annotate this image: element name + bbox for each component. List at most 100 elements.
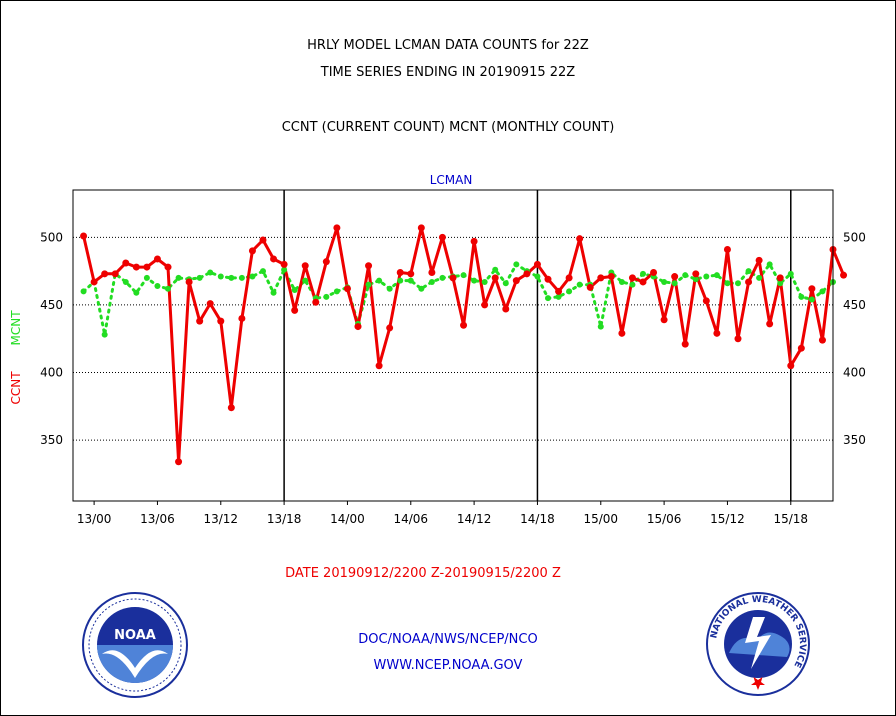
mcnt-point xyxy=(756,274,763,281)
ccnt-point xyxy=(766,320,774,328)
ccnt-point xyxy=(375,362,383,370)
mcnt-point xyxy=(492,266,499,273)
ccnt-point xyxy=(407,270,415,278)
y-tick-label-right-350: 350 xyxy=(843,433,866,447)
date-range-label: DATE 20190912/2200 Z-20190915/2200 Z xyxy=(285,566,561,581)
ccnt-point xyxy=(333,224,341,232)
mcnt-point xyxy=(597,323,604,330)
mcnt-point xyxy=(629,281,636,288)
ccnt-point xyxy=(481,301,489,309)
mcnt-point xyxy=(291,287,298,294)
ccnt-point xyxy=(217,317,225,325)
ccnt-point xyxy=(101,270,109,278)
ccnt-point xyxy=(533,260,541,268)
ccnt-point xyxy=(291,306,299,314)
ccnt-point xyxy=(787,362,795,370)
ccnt-point xyxy=(840,271,848,279)
mcnt-point xyxy=(713,272,720,279)
mcnt-point xyxy=(376,277,383,284)
ccnt-point xyxy=(122,259,130,267)
mcnt-point xyxy=(682,272,689,279)
mcnt-point xyxy=(618,278,625,285)
ccnt-point xyxy=(248,247,256,255)
mcnt-point xyxy=(302,277,309,284)
x-tick-label-14/12: 14/12 xyxy=(457,512,492,526)
ccnt-point xyxy=(723,245,731,253)
mcnt-point xyxy=(513,261,520,268)
mcnt-point xyxy=(323,293,330,300)
mcnt-point xyxy=(576,281,583,288)
x-tick-label-15/12: 15/12 xyxy=(710,512,745,526)
ccnt-point xyxy=(607,273,615,281)
x-tick-label-15/18: 15/18 xyxy=(773,512,808,526)
ccnt-point xyxy=(776,274,784,282)
x-tick-label-13/12: 13/12 xyxy=(203,512,238,526)
mcnt-point xyxy=(471,277,478,284)
mcnt-point xyxy=(207,269,214,276)
ccnt-point xyxy=(818,336,826,344)
ccnt-point xyxy=(343,285,351,293)
ccnt-point xyxy=(586,283,594,291)
ccnt-point xyxy=(576,235,584,243)
series-line-ccnt xyxy=(82,226,845,464)
mcnt-point xyxy=(777,280,784,287)
y-tick-label-left-350: 350 xyxy=(40,433,63,447)
ccnt-point xyxy=(206,300,214,308)
ccnt-point xyxy=(523,270,531,278)
ccnt-point xyxy=(143,263,151,271)
ccnt-point xyxy=(628,274,636,282)
ccnt-point xyxy=(650,268,658,276)
mcnt-point xyxy=(703,273,710,280)
y-tick-label-left-450: 450 xyxy=(40,298,63,312)
ccnt-point xyxy=(597,274,605,282)
mcnt-point xyxy=(481,278,488,285)
mcnt-point xyxy=(270,289,277,296)
ccnt-point xyxy=(354,323,362,331)
x-tick-label-13/00: 13/00 xyxy=(77,512,112,526)
ccnt-point xyxy=(755,256,763,264)
ccnt-point xyxy=(681,340,689,348)
mcnt-point xyxy=(397,277,404,284)
mcnt-point xyxy=(165,285,171,292)
mcnt-point xyxy=(143,274,150,281)
mcnt-point xyxy=(418,285,425,292)
website-link[interactable]: WWW.NCEP.NOAA.GOV xyxy=(373,658,523,673)
noaa-logo: NOAA xyxy=(82,592,188,698)
mcnt-point xyxy=(460,272,467,279)
mcnt-point xyxy=(692,276,699,283)
ccnt-point xyxy=(396,268,404,276)
ccnt-point xyxy=(544,275,552,283)
mcnt-point xyxy=(555,293,562,300)
x-tick-label-13/06: 13/06 xyxy=(140,512,175,526)
ccnt-point xyxy=(164,263,172,271)
mcnt-point xyxy=(671,280,678,287)
ccnt-point xyxy=(808,285,816,293)
mcnt-point xyxy=(640,270,646,277)
y-axis-label-ccnt: CCNT xyxy=(9,371,23,405)
ccnt-point xyxy=(280,260,288,268)
mcnt-point xyxy=(745,268,752,275)
ccnt-point xyxy=(502,305,510,313)
mcnt-point xyxy=(217,273,224,280)
nws-logo: NATIONAL WEATHER SERVICE xyxy=(706,592,810,696)
ccnt-point xyxy=(386,324,394,332)
mcnt-point xyxy=(238,274,245,281)
ccnt-point xyxy=(111,270,119,278)
ccnt-point xyxy=(301,262,309,270)
ccnt-point xyxy=(227,404,235,412)
ccnt-point xyxy=(365,262,373,270)
mcnt-point xyxy=(122,278,129,285)
mcnt-point xyxy=(545,295,551,302)
ccnt-point xyxy=(449,274,457,282)
ccnt-point xyxy=(692,270,700,278)
mcnt-point xyxy=(724,280,731,287)
mcnt-point xyxy=(808,296,815,303)
mcnt-point xyxy=(228,274,235,281)
noaa-logo-text: NOAA xyxy=(114,628,156,643)
ccnt-point xyxy=(713,329,721,337)
mcnt-point xyxy=(249,273,256,280)
chart-title-line2: TIME SERIES ENDING IN 20190915 22Z xyxy=(320,65,576,80)
y-tick-label-left-500: 500 xyxy=(40,230,63,244)
mcnt-point xyxy=(661,278,668,285)
mcnt-point xyxy=(439,274,446,281)
